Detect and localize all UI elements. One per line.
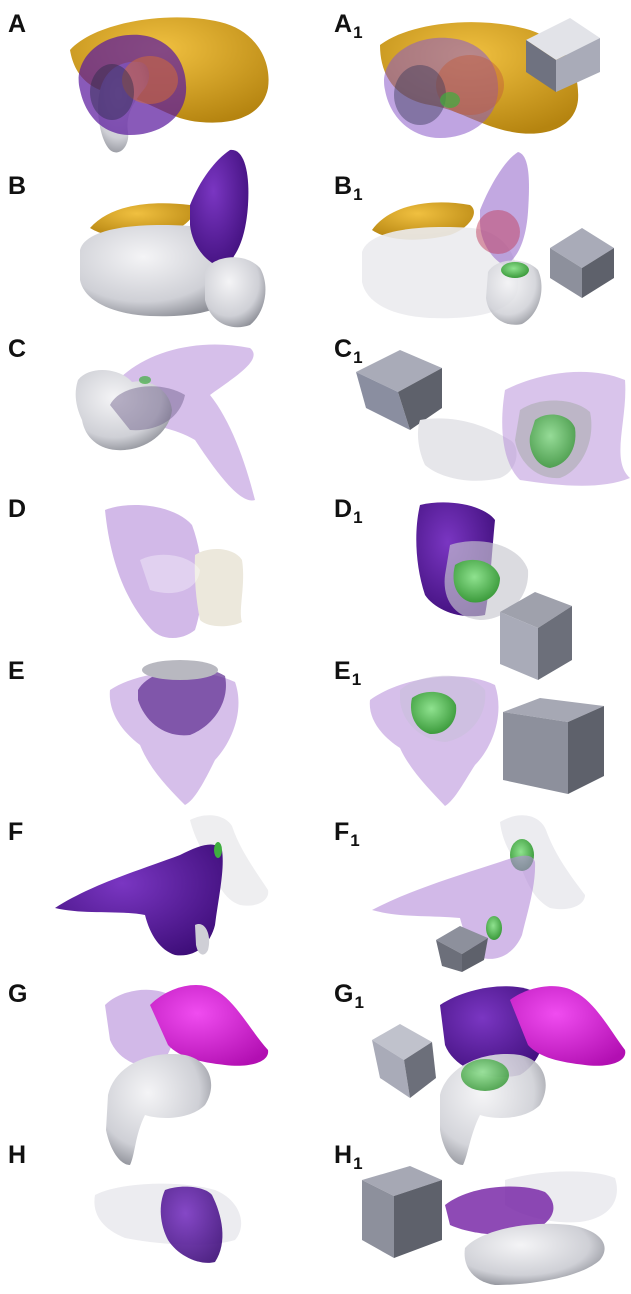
panel-label-e: E (8, 657, 25, 685)
panel-label-a: A (8, 10, 27, 38)
panel-h1-cube (362, 1166, 442, 1258)
panel-label-e1: E1 (334, 657, 362, 689)
panel-d1-image (416, 502, 572, 680)
panel-h-image (94, 1183, 242, 1263)
panel-h1-image (362, 1166, 617, 1285)
panel-label-g: G (8, 980, 28, 1008)
panel-label-b1: B1 (334, 172, 363, 204)
panel-a-image (70, 17, 269, 153)
panel-g1-cube (372, 1024, 436, 1098)
panel-label-d1: D1 (334, 495, 363, 527)
panel-g-image (105, 985, 269, 1165)
panel-c1-cube (356, 350, 442, 430)
panel-a1-image (380, 18, 600, 139)
panel-label-b: B (8, 172, 27, 200)
panel-e-image (109, 660, 239, 805)
panel-c-image (75, 344, 255, 501)
panel-label-f1: F1 (334, 818, 360, 850)
panel-b1-image (362, 152, 614, 325)
panel-g1-image (372, 986, 626, 1165)
panel-label-d: D (8, 495, 27, 523)
panel-label-c1: C1 (334, 335, 363, 367)
panel-b1-cube (550, 228, 614, 298)
panel-d-image (105, 505, 244, 639)
panel-e1-image (369, 675, 604, 806)
panel-label-h: H (8, 1141, 27, 1169)
panel-e1-cube (503, 698, 604, 794)
panel-f1-cube (436, 926, 488, 972)
panel-f1-image (372, 815, 585, 972)
panel-label-c: C (8, 335, 27, 363)
panel-c1-image (356, 350, 630, 486)
panel-label-f: F (8, 818, 24, 846)
panel-b-image (80, 149, 266, 328)
panel-a1-cube (526, 18, 600, 92)
panel-d1-cube (500, 592, 572, 680)
panel-f-image (55, 815, 269, 956)
panel-label-g1: G1 (334, 980, 364, 1012)
panel-label-h1: H1 (334, 1141, 363, 1173)
panel-label-a1: A1 (334, 10, 363, 42)
